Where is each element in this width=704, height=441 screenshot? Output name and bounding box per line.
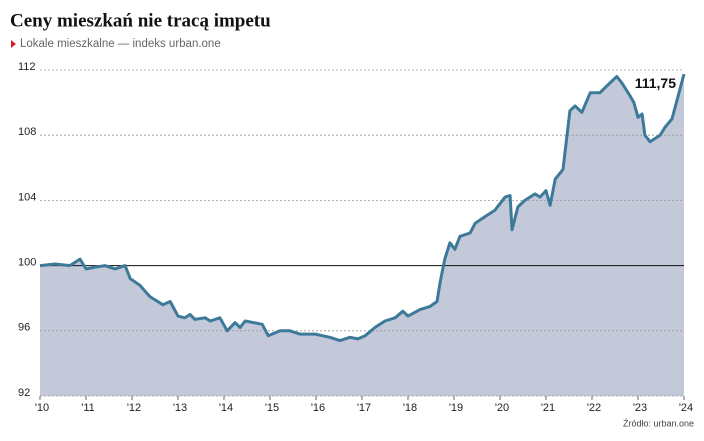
- x-tick-label: '10: [35, 402, 49, 414]
- x-tick-label: '19: [449, 402, 463, 414]
- y-tick-label: 96: [18, 322, 30, 334]
- x-tick-label: '20: [495, 402, 509, 414]
- x-tick-label: '17: [357, 402, 371, 414]
- x-tick-label: '15: [265, 402, 279, 414]
- x-tick-label: '21: [541, 402, 555, 414]
- x-tick-label: '14: [219, 402, 233, 414]
- x-tick-label: '23: [633, 402, 647, 414]
- y-tick-label: 100: [18, 257, 36, 269]
- x-tick-label: '18: [403, 402, 417, 414]
- annotation: 111,75: [635, 75, 676, 91]
- area: [40, 74, 684, 396]
- chart-subtitle: Lokale mieszkalne — indeks urban.one: [20, 38, 221, 50]
- y-tick-label: 108: [18, 126, 36, 138]
- source: Źródło: urban.one: [623, 418, 694, 428]
- x-tick-label: '11: [81, 402, 95, 414]
- y-tick-label: 104: [18, 191, 36, 203]
- x-tick-label: '22: [587, 402, 601, 414]
- x-tick-label: '24: [679, 402, 693, 414]
- y-tick-label: 92: [18, 387, 30, 399]
- chart-title: Ceny mieszkań nie tracą impetu: [10, 10, 271, 31]
- x-tick-label: '13: [173, 402, 187, 414]
- line: [39, 73, 686, 343]
- x-tick-label: '12: [127, 402, 141, 414]
- subtitle-marker: [11, 40, 16, 48]
- x-tick-label: '16: [311, 402, 325, 414]
- y-tick-label: 112: [18, 61, 36, 73]
